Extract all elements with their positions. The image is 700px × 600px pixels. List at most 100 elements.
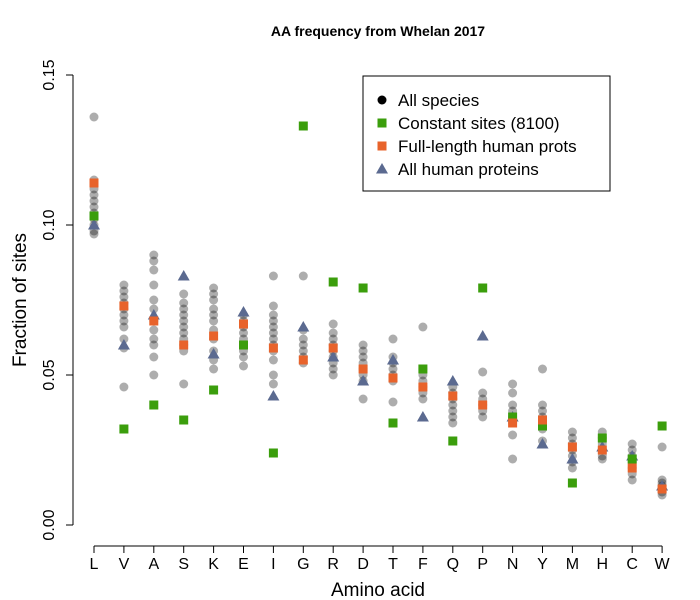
point-all-species-M — [567, 463, 577, 473]
x-tick-label-R: R — [327, 556, 339, 573]
x-tick-label-H: H — [597, 556, 609, 573]
x-tick-label-L: L — [90, 556, 99, 573]
point-all-species-K — [209, 364, 219, 374]
point-all-species-A — [149, 340, 159, 350]
point-all-species-V — [119, 286, 129, 296]
x-tick-label-S: S — [178, 556, 189, 573]
point-all-species-K — [209, 304, 219, 314]
point-all-species-A — [149, 280, 159, 290]
point-all-species-V — [119, 310, 129, 320]
point-all-species-D — [358, 394, 368, 404]
point-all-species-D — [358, 346, 368, 356]
point-constant-sites-8100-N — [508, 412, 518, 422]
point-all-species-D — [358, 352, 368, 362]
point-full-length-human-prots-P — [478, 400, 488, 410]
point-constant-sites-8100-S — [179, 415, 189, 425]
point-full-length-human-prots-G — [298, 355, 308, 365]
y-tick-label: 0.10 — [41, 209, 58, 240]
point-all-species-A — [149, 295, 159, 305]
point-constant-sites-8100-F — [418, 364, 428, 374]
point-all-human-proteins-L — [88, 219, 100, 230]
point-all-species-S — [179, 322, 189, 332]
point-all-human-proteins-P — [476, 330, 489, 341]
y-axis-label: Fraction of sites — [10, 233, 31, 367]
point-all-species-N — [508, 400, 518, 410]
legend-label-full-length-human-prots: Full-length human prots — [398, 137, 577, 156]
point-all-species-Q — [448, 412, 458, 422]
point-all-species-T — [388, 364, 398, 374]
point-all-species-A — [149, 325, 159, 335]
point-all-species-S — [179, 379, 189, 389]
legend-symbol-all-species — [377, 95, 387, 105]
legend-symbol-all-human-proteins — [376, 163, 388, 174]
point-full-length-human-prots-H — [597, 445, 607, 455]
y-tick-label: 0.15 — [41, 59, 58, 90]
point-full-length-human-prots-I — [268, 343, 278, 353]
point-all-species-P — [478, 412, 488, 422]
point-all-species-I — [268, 334, 278, 344]
point-constant-sites-8100-Y — [538, 421, 547, 431]
point-full-length-human-prots-V — [119, 301, 129, 311]
legend-entry-constant-sites-8100: Constant sites (8100) — [377, 114, 560, 133]
point-all-species-I — [268, 328, 278, 338]
point-constant-sites-8100-I — [268, 448, 278, 458]
point-constant-sites-8100-R — [328, 277, 338, 287]
point-all-human-proteins-T — [387, 354, 399, 365]
point-all-species-V — [119, 382, 129, 392]
point-all-species-V — [119, 322, 129, 332]
point-all-human-proteins-V — [117, 339, 130, 350]
point-constant-sites-8100-T — [388, 418, 398, 428]
point-full-length-human-prots-S — [179, 340, 189, 350]
y-tick-label: 0.05 — [41, 359, 58, 390]
point-constant-sites-8100-M — [567, 478, 577, 488]
point-all-species-S — [179, 310, 189, 320]
point-constant-sites-8100-K — [209, 385, 219, 395]
x-tick-label-P: P — [477, 556, 488, 573]
point-all-species-A — [149, 352, 159, 362]
x-tick-label-N: N — [507, 556, 519, 573]
point-constant-sites-8100-L — [89, 211, 99, 221]
point-full-length-human-prots-N — [508, 418, 518, 428]
point-full-length-human-prots-M — [567, 442, 577, 452]
point-all-species-K — [209, 310, 219, 320]
point-all-human-proteins-I — [267, 390, 280, 401]
point-all-species-R — [328, 370, 338, 380]
point-all-human-proteins-K — [207, 348, 220, 359]
point-all-species-F — [418, 322, 428, 332]
x-tick-label-D: D — [357, 556, 369, 573]
series-all-human-proteins — [88, 219, 669, 491]
point-all-species-A — [149, 370, 159, 380]
point-full-length-human-prots-A — [149, 316, 159, 326]
point-all-species-Y — [538, 400, 547, 410]
x-tick-label-M: M — [566, 556, 579, 573]
point-all-human-proteins-E — [237, 306, 250, 317]
point-all-species-N — [508, 454, 518, 464]
point-all-species-V — [119, 334, 129, 344]
legend-entry-all-human-proteins: All human proteins — [376, 160, 539, 179]
point-all-species-V — [119, 292, 129, 302]
point-all-species-L — [89, 196, 99, 206]
point-all-species-F — [418, 394, 428, 404]
point-full-length-human-prots-D — [358, 364, 368, 374]
x-tick-label-Q: Q — [447, 556, 459, 573]
point-all-human-proteins-G — [297, 321, 310, 332]
point-full-length-human-prots-Y — [538, 415, 547, 425]
point-all-species-L — [89, 112, 99, 122]
point-all-species-S — [179, 304, 189, 314]
legend: All species Constant sites (8100) Full-len… — [362, 75, 611, 192]
legend-entry-all-species: All species — [377, 91, 479, 110]
point-all-human-proteins-R — [327, 351, 340, 362]
x-tick-label-K: K — [208, 556, 219, 573]
point-all-species-I — [268, 322, 278, 332]
point-all-species-V — [119, 280, 129, 290]
series-constant-sites-8100 — [89, 121, 667, 488]
legend-label-all-species: All species — [398, 91, 479, 110]
point-all-species-K — [209, 283, 219, 293]
x-tick-label-A: A — [148, 556, 159, 573]
point-all-species-K — [209, 289, 219, 299]
point-all-species-E — [239, 361, 248, 371]
point-all-species-S — [179, 328, 189, 338]
data-marks — [88, 112, 669, 500]
point-constant-sites-8100-H — [597, 433, 607, 443]
point-all-species-I — [268, 316, 278, 326]
